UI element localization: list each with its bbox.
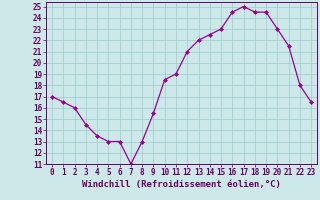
X-axis label: Windchill (Refroidissement éolien,°C): Windchill (Refroidissement éolien,°C) [82,180,281,189]
